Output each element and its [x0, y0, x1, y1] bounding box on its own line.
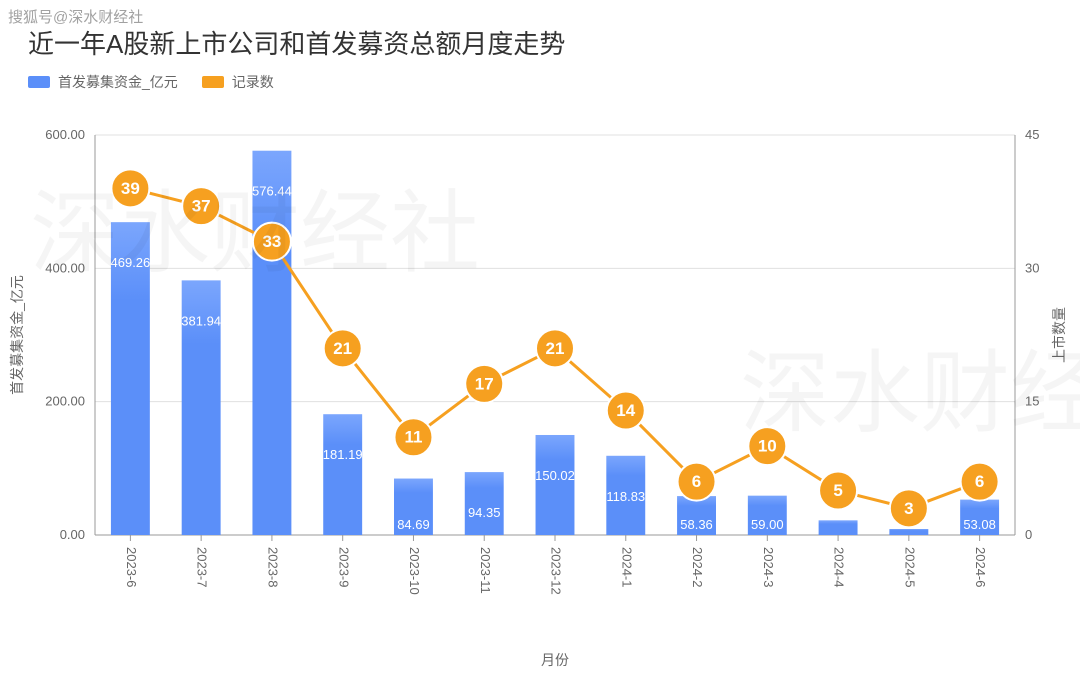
line-point-label: 6: [975, 472, 984, 491]
bar-value-label: 150.02: [535, 468, 575, 483]
line-point-label: 11: [404, 428, 422, 447]
bar-value-label: 469.26: [111, 255, 151, 270]
x-tick-label: 2024-6: [973, 547, 988, 587]
legend-swatch-line: [202, 76, 224, 88]
bar-value-label: 118.83: [606, 489, 645, 504]
legend-item-bar: 首发募集资金_亿元: [28, 72, 178, 92]
y-right-tick-label: 15: [1025, 394, 1039, 409]
chart-svg: 0.00 200.00 400.00 600.00 0 15 30 45 469.26 381.9…: [0, 105, 1080, 675]
bar-value-label: 381.94: [181, 313, 221, 328]
bar-value-label: 53.08: [963, 517, 996, 532]
bar-value-label: 84.69: [397, 517, 430, 532]
x-tick-label: 2023-8: [265, 547, 280, 587]
line-point-label: 39: [121, 179, 140, 198]
line-point-label: 6: [692, 472, 701, 491]
line-point-label: 33: [262, 232, 281, 251]
y-left-tick-label: 200.00: [45, 394, 85, 409]
x-tick-label: 2023-7: [195, 547, 210, 587]
y-right-title: 上市数量: [1051, 307, 1067, 363]
legend: 首发募集资金_亿元 记录数: [28, 72, 274, 92]
bar-value-label: 59.00: [751, 517, 784, 532]
bar-value-label: 576.44: [252, 184, 292, 199]
bar: [536, 435, 575, 535]
x-tick-label: 2023-12: [549, 547, 564, 595]
bar: [819, 520, 858, 535]
x-tick-label: 2023-9: [336, 547, 351, 587]
line-point-label: 21: [333, 339, 352, 358]
chart-area: 0.00 200.00 400.00 600.00 0 15 30 45 469.26 381.9…: [0, 105, 1080, 675]
bar-value-label: 181.19: [323, 447, 363, 462]
line-point-label: 10: [758, 437, 777, 456]
chart-title: 近一年A股新上市公司和首发募资总额月度走势: [28, 24, 565, 61]
bar: [465, 472, 504, 535]
watermark-source: 搜狐号@深水财经社: [8, 6, 143, 27]
bar: [889, 529, 928, 535]
y-right-tick-label: 45: [1025, 127, 1039, 142]
x-tick-label: 2024-3: [761, 547, 776, 587]
x-tick-label: 2023-10: [407, 547, 422, 595]
legend-bar-label: 首发募集资金_亿元: [58, 72, 178, 92]
y-left-tick-label: 0.00: [60, 527, 85, 542]
x-axis-title: 月份: [541, 652, 569, 668]
legend-item-line: 记录数: [202, 72, 274, 92]
legend-line-label: 记录数: [232, 72, 274, 92]
bar: [323, 414, 362, 535]
bar-value-label: 94.35: [468, 505, 501, 520]
x-tick-label: 2024-5: [902, 547, 917, 587]
x-tick-label: 2024-4: [832, 547, 847, 587]
line-point-label: 17: [475, 374, 494, 393]
x-tick-label: 2024-2: [690, 547, 705, 587]
y-left-title: 首发募集资金_亿元: [9, 275, 25, 395]
x-tick-label: 2024-1: [619, 547, 634, 587]
y-right-tick-label: 30: [1025, 260, 1039, 275]
bar: [252, 151, 291, 535]
line-point-label: 21: [546, 339, 565, 358]
y-left-tick-label: 400.00: [45, 260, 85, 275]
line-point-label: 37: [192, 197, 211, 216]
bar-value-label: 58.36: [680, 517, 713, 532]
legend-swatch-bar: [28, 76, 50, 88]
line-point-label: 3: [904, 499, 913, 518]
x-tick-label: 2023-6: [124, 547, 139, 587]
x-tick-label: 2023-11: [478, 547, 493, 594]
y-left-tick-label: 600.00: [45, 127, 85, 142]
line-point-label: 14: [616, 401, 635, 420]
y-right-tick-label: 0: [1025, 527, 1032, 542]
line-point-label: 5: [833, 481, 842, 500]
